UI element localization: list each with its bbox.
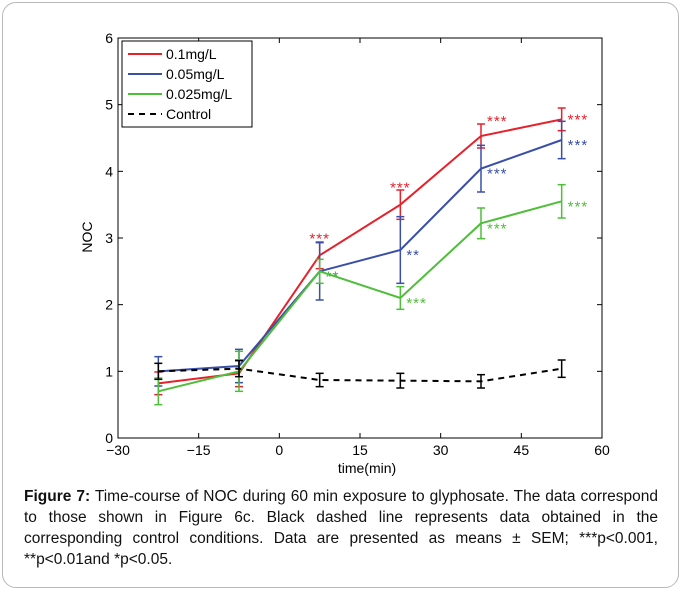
significance-stars: *** — [390, 180, 411, 197]
x-tick-label: 0 — [275, 442, 283, 458]
significance-stars: *** — [568, 111, 589, 128]
significance-stars: *** — [568, 137, 589, 154]
y-tick-label: 1 — [105, 363, 113, 379]
significance-stars: *** — [309, 230, 330, 247]
legend-label: 0.025mg/L — [166, 86, 232, 102]
significance-stars: *** — [487, 113, 508, 130]
series-control — [154, 359, 566, 389]
chart-series: ********* ************************ — [154, 107, 589, 406]
caption-text: Time-course of NOC during 60 min exposur… — [24, 488, 659, 568]
series-line — [158, 200, 562, 393]
legend-label: 0.05mg/L — [166, 66, 225, 82]
significance-stars: *** — [487, 220, 508, 237]
x-axis-label: time(min) — [338, 460, 396, 476]
figure-caption: Figure 7: Time-course of NOC during 60 m… — [24, 486, 658, 570]
series-line — [158, 118, 562, 385]
x-tick-label: 15 — [352, 442, 368, 458]
y-tick-label: 6 — [105, 30, 113, 46]
x-tick-label: 60 — [594, 442, 610, 458]
y-axis-label: NOC — [79, 221, 95, 252]
series-0-05mg-l: ********** — [154, 120, 589, 387]
legend-box — [121, 40, 253, 128]
legend-label: 0.1mg/L — [166, 46, 217, 62]
significance-stars: *** — [568, 198, 589, 215]
x-tick-label: −15 — [187, 442, 211, 458]
significance-stars: ** — [406, 247, 420, 264]
y-tick-label: 0 — [105, 430, 113, 446]
series-line — [158, 367, 562, 383]
x-tick-label: −30 — [106, 442, 130, 458]
significance-stars: ** — [326, 268, 340, 285]
chart-legend: 0.1mg/L 0.05mg/L 0.025mg/L Control — [121, 40, 253, 128]
significance-stars: *** — [487, 166, 508, 183]
caption-label: Figure 7: — [24, 488, 91, 505]
x-tick-label: 45 — [514, 442, 530, 458]
x-tick-label: 30 — [433, 442, 449, 458]
series-0-1mg-l: *** *** *** *** — [154, 107, 589, 396]
y-tick-label: 5 — [105, 97, 113, 113]
y-tick-label: 2 — [105, 297, 113, 313]
significance-stars: *** — [406, 295, 427, 312]
legend-label: Control — [166, 106, 211, 122]
significance-stars: ** — [326, 268, 340, 285]
y-tick-label: 4 — [105, 163, 113, 179]
series-0-025mg-l: *********** — [154, 183, 589, 406]
y-tick-label: 3 — [105, 230, 113, 246]
series-line — [158, 139, 563, 373]
